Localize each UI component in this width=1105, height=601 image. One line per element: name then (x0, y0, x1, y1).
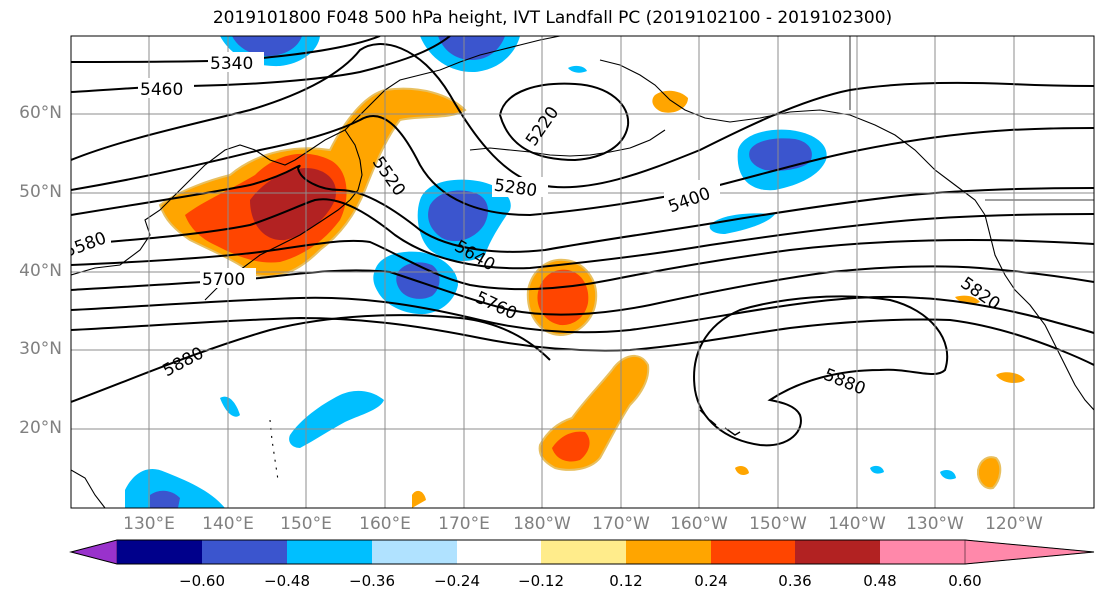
colorbar-bin (287, 540, 372, 564)
positive-anomaly-tiny (735, 465, 749, 476)
colorbar-tick-label: 0.36 (778, 572, 812, 590)
negative-anomaly-central-core (428, 190, 488, 242)
lon-label: 140°W (828, 514, 886, 534)
aleutians (469, 129, 666, 157)
colorbar-tick-label: −0.36 (349, 572, 395, 590)
lon-label: 120°W (985, 514, 1043, 534)
contour-5520 (71, 164, 1094, 253)
height-contours (71, 36, 1094, 447)
colorbar-tick-label: 0.24 (694, 572, 728, 590)
border-canada (849, 36, 1094, 201)
contour-5580 (71, 198, 1094, 270)
positive-anomaly-east (976, 456, 1002, 490)
lon-label: 160°W (670, 514, 728, 534)
lat-label: 50°N (19, 182, 62, 202)
lon-label: 160°E (359, 514, 411, 534)
colorbar-bin (541, 540, 626, 564)
colorbar-bin (880, 540, 965, 564)
negative-anomaly-bering-core (438, 36, 505, 60)
positive-anomaly-japan-max (250, 168, 336, 241)
colorbar-tick-label: 0.60 (948, 572, 982, 590)
negative-anomaly-southwest-core (150, 490, 180, 508)
colorbar-bin (117, 540, 202, 564)
contour-5400 (71, 115, 1094, 217)
lon-label: 170°E (438, 514, 490, 534)
contour-label: 5460 (140, 80, 183, 100)
colorbar-tick-label: −0.24 (434, 572, 480, 590)
positive-anomaly-dateline-core (537, 269, 589, 326)
colorbar-tick-label: 0.48 (863, 572, 897, 590)
contour-5880-west (71, 314, 551, 403)
contour-label: 5340 (210, 54, 253, 74)
ivt-shading (125, 36, 1025, 508)
lon-label: 130°E (123, 514, 175, 534)
positive-anomaly-subtropics-core (552, 431, 590, 462)
map-frame (70, 35, 1095, 509)
contour-5220-low (498, 82, 630, 162)
positive-anomaly-alaska-small (652, 90, 688, 113)
negative-anomaly-tiny-2 (940, 470, 956, 480)
positive-anomaly-east-2 (996, 372, 1025, 383)
colorbar-bin (626, 540, 711, 564)
contour-5880-east (693, 295, 949, 447)
colorbar-bin (795, 540, 880, 564)
lat-label: 60°N (19, 103, 62, 123)
contour-5640 (71, 238, 1094, 291)
colorbar (69, 539, 1095, 565)
coastline-asia (71, 36, 561, 276)
contour-5760 (71, 295, 1094, 334)
contour-5820 (71, 316, 1094, 366)
negative-anomaly-north-core (232, 36, 302, 56)
negative-anomaly-south-1 (289, 390, 384, 448)
lon-label: 150°W (749, 514, 807, 534)
lat-label: 30°N (19, 339, 62, 359)
coastline-north-america (984, 214, 1094, 411)
lat-label: 20°N (19, 418, 62, 438)
negative-anomaly-gulf-core (749, 138, 812, 171)
lon-label: 170°W (592, 514, 650, 534)
lon-label: 140°E (202, 514, 254, 534)
positive-anomaly-tiny-2 (412, 490, 426, 508)
philippines (71, 469, 106, 508)
colorbar-tick-label: −0.12 (518, 572, 564, 590)
colorbar-tick-label: −0.48 (264, 572, 310, 590)
contour-label: 5700 (202, 270, 245, 290)
contour-5700 (71, 265, 1094, 316)
negative-anomaly-south-2 (220, 396, 240, 417)
colorbar-extend-high (964, 539, 1095, 565)
negative-anomaly-tiny-3 (568, 65, 587, 73)
contour-5460 (71, 36, 451, 93)
colorbar-bin (202, 540, 287, 564)
lat-label: 40°N (19, 261, 62, 281)
map-title: 2019101800 F048 500 hPa height, IVT Land… (212, 8, 893, 28)
lon-label: 150°E (280, 514, 332, 534)
colorbar-tick-label: −0.60 (179, 572, 225, 590)
colorbar-bin (372, 540, 457, 564)
negative-anomaly-tiny-1 (870, 465, 884, 474)
colorbar-bin (711, 540, 795, 564)
colorbar-extend-low (70, 539, 118, 565)
lon-label: 180°W (513, 514, 571, 534)
colorbar-bin (457, 540, 541, 564)
negative-anomaly-small-1 (709, 213, 775, 234)
lon-label: 130°W (906, 514, 964, 534)
colorbar-tick-label: 0.12 (609, 572, 643, 590)
